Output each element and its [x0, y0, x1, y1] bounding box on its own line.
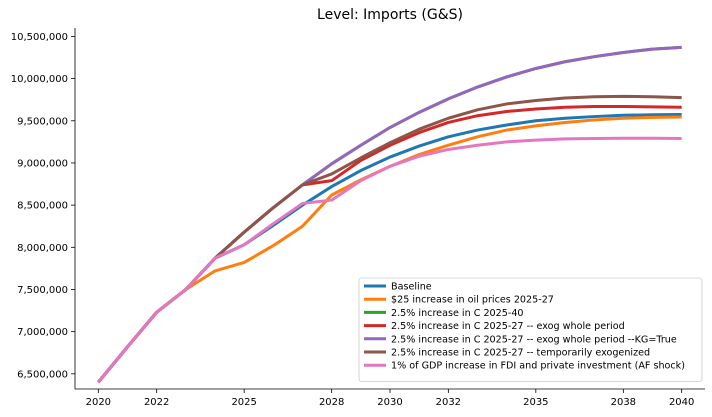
series-line	[97, 136, 682, 384]
x-tick-label: 2035	[523, 397, 548, 408]
x-tick-label: 2025	[231, 397, 256, 408]
plot-lines	[97, 45, 682, 384]
legend-label: 2.5% increase in C 2025-27 -- temporaril…	[391, 348, 650, 359]
legend-box	[358, 277, 703, 382]
x-tick-label: 2020	[86, 397, 111, 408]
y-tick-label: 7,500,000	[17, 285, 68, 296]
y-tick-label: 6,500,000	[17, 369, 68, 380]
y-tick-label: 10,000,000	[11, 74, 68, 85]
y-tick-label: 9,500,000	[17, 116, 68, 127]
legend-label: 1% of GDP increase in FDI and private in…	[391, 361, 685, 372]
x-tick-label: 2030	[377, 397, 402, 408]
legend: Baseline $25 increase in oil prices 2025-…	[358, 277, 703, 382]
chart-title: Level: Imports (G&S)	[317, 7, 463, 23]
legend-label: $25 increase in oil prices 2025-27	[391, 295, 554, 306]
legend-label: 2.5% increase in C 2025-27 -- exog whole…	[391, 334, 677, 345]
x-tick-label: 2032	[436, 397, 461, 408]
y-axis: 6,500,000 7,000,000 7,500,000 8,000,000 8,50…	[11, 32, 75, 380]
y-tick-label: 8,500,000	[17, 201, 68, 212]
x-tick-label: 2028	[319, 397, 344, 408]
y-tick-label: 10,500,000	[11, 32, 68, 43]
x-tick-label: 2040	[669, 397, 694, 408]
x-tick-label: 2022	[144, 397, 169, 408]
axis-spines	[74, 28, 705, 390]
legend-label: Baseline	[391, 282, 432, 293]
x-tick-label: 2038	[611, 397, 636, 408]
y-tick-label: 9,000,000	[17, 158, 68, 169]
legend-label: 2.5% increase in C 2025-27 -- exog whole…	[391, 321, 625, 332]
y-tick-label: 8,000,000	[17, 243, 68, 254]
legend-label: 2.5% increase in C 2025-40	[391, 308, 524, 319]
y-tick-label: 7,000,000	[17, 327, 68, 338]
x-axis: 2020 2022 2025 2028 2030 2032 2035 2038 2040	[86, 389, 694, 408]
